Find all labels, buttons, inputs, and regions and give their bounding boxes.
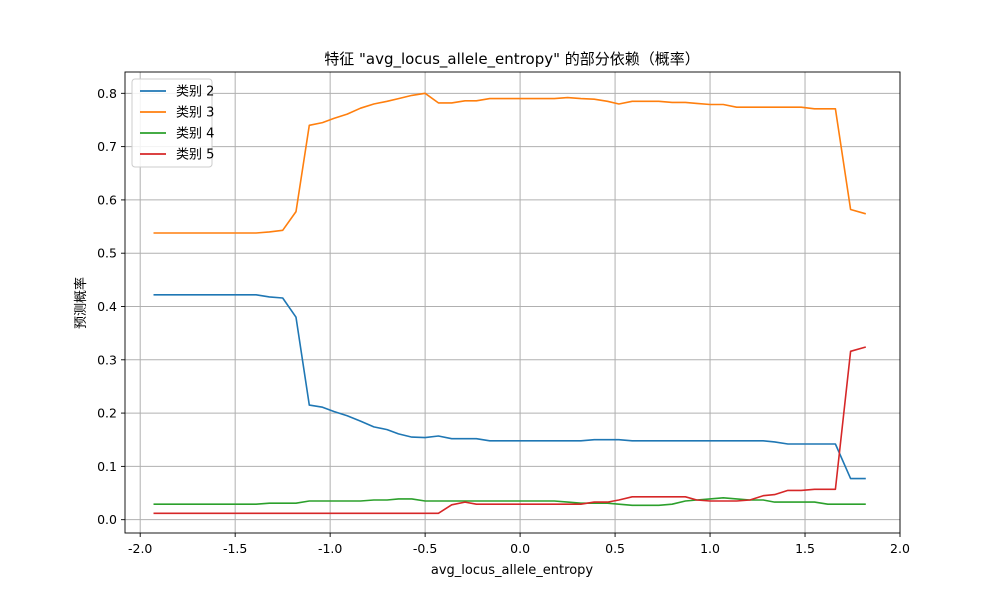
- legend-label: 类别 4: [176, 127, 214, 142]
- y-axis-ticks: 0.0 0.1 0.2 0.3 0.4 0.5 0.6 0.7 0.8: [97, 86, 125, 527]
- y-tick-label: 0.8: [97, 86, 117, 101]
- y-tick-label: 0.7: [97, 139, 117, 154]
- plot-frame: [124, 71, 901, 534]
- x-axis-ticks: -2.0 -1.5 -1.0 -0.5 0.0 0.5 1.0 1.5 2.0: [128, 533, 910, 556]
- x-axis-title: avg_locus_allele_entropy: [431, 563, 594, 578]
- series-line-2: [153, 293, 866, 480]
- x-tick-label: -2.0: [128, 541, 152, 556]
- y-tick-label: 0.5: [97, 246, 117, 261]
- series-line-3: [153, 92, 867, 234]
- legend-label: 类别 5: [176, 148, 214, 163]
- legend-box: [131, 78, 213, 168]
- legend-label: 类别 3: [176, 106, 214, 121]
- x-tick-label: 1.0: [700, 541, 720, 556]
- y-tick-label: 0.2: [97, 406, 117, 421]
- series-lines: [153, 92, 867, 515]
- x-tick-label: 2.0: [890, 541, 910, 556]
- chart-title: 特征 "avg_locus_allele_entropy" 的部分依赖（概率）: [324, 50, 700, 69]
- x-tick-label: -1.0: [318, 541, 342, 556]
- plot-area: [125, 72, 900, 533]
- x-tick-label: 0.0: [510, 541, 530, 556]
- x-tick-label: 1.5: [795, 541, 815, 556]
- y-tick-label: 0.1: [97, 459, 117, 474]
- y-tick-label: 0.0: [97, 512, 117, 527]
- y-tick-label: 0.4: [97, 299, 117, 314]
- y-tick-label: 0.3: [97, 352, 117, 367]
- legend: 类别 2 类别 3 类别 4 类别 5: [131, 78, 214, 168]
- x-tick-label: -1.5: [223, 541, 247, 556]
- x-tick-label: 0.5: [605, 541, 625, 556]
- y-axis-title: 预测概率: [73, 277, 89, 329]
- series-line-5: [153, 346, 867, 515]
- y-tick-label: 0.6: [97, 192, 117, 207]
- x-tick-label: -0.5: [413, 541, 437, 556]
- legend-label: 类别 2: [176, 85, 214, 100]
